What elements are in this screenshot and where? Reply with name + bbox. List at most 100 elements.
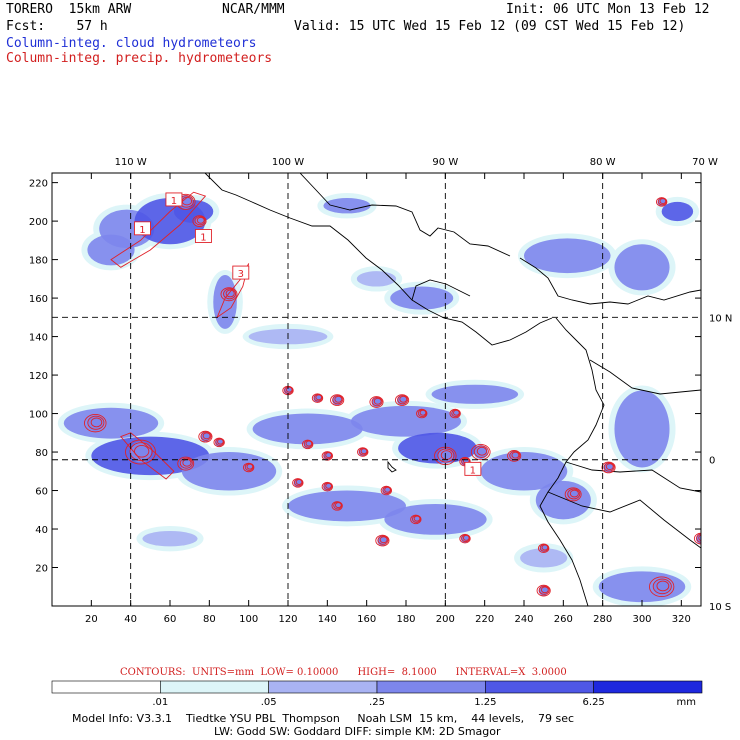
y-tick-label-7: 160 (29, 294, 48, 305)
lat-label-2: 10 S (709, 602, 731, 613)
precip-contour-30-2 (656, 580, 670, 592)
precip-contour-15-1 (437, 448, 455, 463)
precip-contour-2-1 (179, 457, 193, 469)
coastline-mexico (204, 173, 553, 346)
precip-contour-10-0 (416, 408, 428, 419)
precip-contour-24-1 (377, 535, 389, 545)
cloud-area-5 (323, 198, 371, 214)
precip-cell-core-16 (473, 445, 488, 459)
precip-contour-28-1 (539, 544, 549, 552)
cloud-area-25 (142, 530, 198, 547)
precip-contour-6-2 (315, 394, 322, 401)
precip-contour-31-1 (696, 533, 701, 543)
cloud-area-20 (384, 504, 487, 535)
precip-contour-16-0 (470, 443, 491, 461)
precip-cell-3 (198, 430, 213, 443)
precip-contour-6-1 (313, 393, 323, 402)
colorbar-level-2: .25 (369, 697, 385, 708)
precip-contour-25-2 (462, 534, 470, 541)
precip-contour-22-2 (384, 486, 391, 493)
axes: 20 40 60 80 100 120 140 160 180 200 220 240 260 280 30… (29, 157, 732, 625)
precip-contour-22-0 (380, 485, 392, 496)
cloud-area-15 (350, 405, 462, 437)
cloud-area-10 (356, 271, 397, 287)
cloud-area-23 (598, 571, 686, 603)
precip-contour-11-0 (449, 408, 461, 419)
lon-label-2: 90 W (432, 157, 458, 168)
max-label-4: 1 (464, 461, 482, 476)
cloud-area-3 (87, 234, 135, 266)
precip-contour-21-2 (335, 502, 342, 509)
precip-cell-core-2 (179, 457, 192, 470)
precip-contour-13-2 (325, 452, 332, 458)
model-info-line1: Model Info: V3.3.1 Tiedtke YSU PBL Thomp… (72, 712, 575, 725)
colorbar-level-4: 6.25 (583, 697, 605, 708)
coastline-caribbean (519, 257, 701, 305)
init-time: Init: 06 UTC Mon 13 Feb 12 (506, 2, 710, 17)
x-tick-label-1: 40 (124, 614, 137, 625)
precip-contour-16-1 (473, 445, 489, 458)
max-label-box-1 (134, 221, 151, 236)
precip-contour-20-2 (325, 482, 332, 489)
precip-contour-18-0 (243, 462, 255, 473)
precip-contour-0-0 (84, 414, 107, 433)
precip-contour-30-1 (652, 578, 672, 595)
precip-cell-9 (395, 394, 410, 406)
contours-summary: CONTOURS: UNITS=mm LOW= 0.10000 HIGH= 8.… (120, 667, 567, 678)
colorbar: .01 .05 .25 1.25 6.25 mm (51, 680, 703, 708)
precip-contour-30-0 (649, 576, 675, 598)
precip-contour-25-1 (461, 534, 471, 543)
precip-cell-12 (302, 439, 314, 450)
precip-contour-13-1 (323, 451, 333, 460)
precip-contour-24-2 (379, 536, 388, 544)
precip-contour-34-1 (657, 197, 667, 206)
precip-contour-17-2 (511, 451, 520, 459)
x-tick-label-6: 140 (318, 614, 337, 625)
colorbar-segment-2 (268, 680, 378, 694)
precip-cell-23 (410, 514, 422, 525)
precip-contour-27-1 (603, 462, 615, 472)
legend-precip-hydrometeors: Column-integ. precip. hydrometeors (6, 51, 273, 66)
precip-cell-34 (656, 197, 668, 207)
precip-contour-19-1 (293, 478, 303, 487)
precip-cell-core-26 (567, 488, 580, 501)
precip-contour-34-2 (659, 198, 667, 204)
max-label-text-2: 1 (200, 233, 206, 244)
x-tick-label-15: 320 (672, 614, 691, 625)
colorbar-level-1: .05 (261, 697, 277, 708)
precip-contour-1-2 (134, 444, 150, 458)
precip-contour-7-1 (332, 395, 344, 405)
precip-cell-1 (125, 439, 156, 465)
y-tick-label-4: 100 (29, 410, 48, 421)
precip-cell-22 (380, 485, 392, 496)
cloud-area-16 (431, 384, 519, 404)
max-label-text-1: 1 (139, 225, 145, 236)
precip-contour-7-2 (334, 395, 343, 403)
precip-contour-24-0 (375, 534, 390, 547)
precip-contour-8-0 (369, 396, 384, 408)
max-label-3: 3 (232, 265, 250, 280)
precip-max-labels: 1 1 1 3 1 (134, 192, 482, 476)
precip-contour-4-0 (213, 437, 225, 448)
cloud-area-6 (524, 238, 611, 274)
y-tick-label-3: 80 (35, 448, 48, 459)
precip-cell-8 (369, 396, 384, 408)
precip-contour-8-2 (373, 397, 382, 405)
coastline-gulf (299, 173, 511, 257)
y-tick-label-0: 20 (35, 564, 48, 575)
precip-cell-29 (536, 584, 551, 597)
colorbar-segment-4 (485, 680, 594, 694)
precip-contour-35-1 (223, 288, 237, 300)
precip-contour-4-1 (215, 438, 225, 446)
y-tick-label-8: 180 (29, 256, 48, 267)
max-label-1: 1 (134, 221, 151, 236)
precip-cell-14 (357, 447, 369, 457)
precip-contour-14-0 (357, 447, 369, 457)
valid-time: Valid: 15 UTC Wed 15 Feb 12 (09 CST Wed … (294, 19, 686, 34)
precip-contour-18-2 (246, 463, 254, 470)
precip-contour-7-0 (330, 394, 345, 406)
forecast-hour: Fcst: 57 h (6, 19, 108, 34)
precip-contour-29-0 (536, 584, 551, 597)
precip-cell-16 (470, 443, 491, 461)
border-central-america (411, 279, 471, 301)
